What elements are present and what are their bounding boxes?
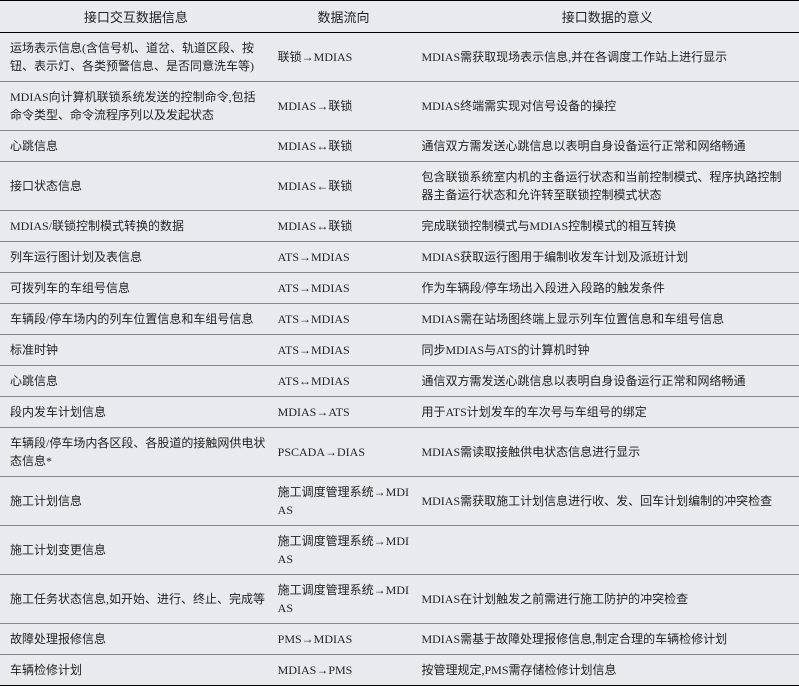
table-header: 接口交互数据信息 数据流向 接口数据的意义 <box>0 1 799 33</box>
table-row: 车辆段/停车场内各区段、各股道的接触网供电状态信息*PSCADA→DIASMDI… <box>0 428 799 477</box>
cell-col-3: 作为车辆段/停车场出入段进入段路的触发条件 <box>415 273 799 304</box>
cell-col-3: MDIAS需获取施工计划信息进行收、发、回车计划编制的冲突检查 <box>415 477 799 526</box>
cell-col-3 <box>415 526 799 575</box>
cell-col-3: MDIAS需获取现场表示信息,并在各调度工作站上进行显示 <box>415 33 799 82</box>
cell-col-2: MDIAS↔联锁 <box>272 211 416 242</box>
cell-col-2: 施工调度管理系统→MDIAS <box>272 526 416 575</box>
cell-col-1: 心跳信息 <box>0 366 272 397</box>
cell-col-1: 可拨列车的车组号信息 <box>0 273 272 304</box>
cell-col-3: 用于ATS计划发车的车次号与车组号的绑定 <box>415 397 799 428</box>
cell-col-3: 通信双方需发送心跳信息以表明自身设备运行正常和网络畅通 <box>415 366 799 397</box>
cell-col-2: 施工调度管理系统→MDIAS <box>272 477 416 526</box>
cell-col-3: MDIAS需基于故障处理报修信息,制定合理的车辆检修计划 <box>415 624 799 655</box>
cell-col-2: PSCADA→DIAS <box>272 428 416 477</box>
table-row: 可拨列车的车组号信息ATS→MDIAS作为车辆段/停车场出入段进入段路的触发条件 <box>0 273 799 304</box>
cell-col-2: 施工调度管理系统→MDIAS <box>272 575 416 624</box>
cell-col-1: 施工计划变更信息 <box>0 526 272 575</box>
table-row: 故障处理报修信息PMS→MDIASMDIAS需基于故障处理报修信息,制定合理的车… <box>0 624 799 655</box>
cell-col-2: MDIAS→ATS <box>272 397 416 428</box>
cell-col-3: 同步MDIAS与ATS的计算机时钟 <box>415 335 799 366</box>
cell-col-3: 通信双方需发送心跳信息以表明自身设备运行正常和网络畅通 <box>415 131 799 162</box>
interface-data-table: 接口交互数据信息 数据流向 接口数据的意义 运场表示信息(含信号机、道岔、轨道区… <box>0 0 799 686</box>
table-row: 列车运行图计划及表信息ATS→MDIASMDIAS获取运行图用于编制收发车计划及… <box>0 242 799 273</box>
cell-col-1: MDIAS/联锁控制模式转换的数据 <box>0 211 272 242</box>
table-row: 车辆检修计划MDIAS→PMS按管理规定,PMS需存储检修计划信息 <box>0 655 799 686</box>
cell-col-1: 故障处理报修信息 <box>0 624 272 655</box>
cell-col-1: 车辆段/停车场内各区段、各股道的接触网供电状态信息* <box>0 428 272 477</box>
cell-col-1: 列车运行图计划及表信息 <box>0 242 272 273</box>
cell-col-3: MDIAS需在站场图终端上显示列车位置信息和车组号信息 <box>415 304 799 335</box>
cell-col-3: 包含联锁系统室内机的主备运行状态和当前控制模式、程序执路控制器主备运行状态和允许… <box>415 162 799 211</box>
data-table-container: 接口交互数据信息 数据流向 接口数据的意义 运场表示信息(含信号机、道岔、轨道区… <box>0 0 799 686</box>
cell-col-2: MDIAS←联锁 <box>272 162 416 211</box>
cell-col-3: MDIAS在计划触发之前需进行施工防护的冲突检查 <box>415 575 799 624</box>
table-row: MDIAS/联锁控制模式转换的数据MDIAS↔联锁完成联锁控制模式与MDIAS控… <box>0 211 799 242</box>
cell-col-2: ATS→MDIAS <box>272 273 416 304</box>
table-row: 心跳信息MDIAS↔联锁通信双方需发送心跳信息以表明自身设备运行正常和网络畅通 <box>0 131 799 162</box>
cell-col-2: ATS→MDIAS <box>272 335 416 366</box>
header-col-3: 接口数据的意义 <box>415 1 799 33</box>
cell-col-2: 联锁→MDIAS <box>272 33 416 82</box>
table-row: 接口状态信息MDIAS←联锁包含联锁系统室内机的主备运行状态和当前控制模式、程序… <box>0 162 799 211</box>
cell-col-1: 车辆检修计划 <box>0 655 272 686</box>
cell-col-3: 按管理规定,PMS需存储检修计划信息 <box>415 655 799 686</box>
cell-col-2: ATS→MDIAS <box>272 304 416 335</box>
table-row: 心跳信息ATS↔MDIAS通信双方需发送心跳信息以表明自身设备运行正常和网络畅通 <box>0 366 799 397</box>
cell-col-2: PMS→MDIAS <box>272 624 416 655</box>
header-col-1: 接口交互数据信息 <box>0 1 272 33</box>
cell-col-2: ATS↔MDIAS <box>272 366 416 397</box>
cell-col-1: 施工任务状态信息,如开始、进行、终止、完成等 <box>0 575 272 624</box>
cell-col-1: 接口状态信息 <box>0 162 272 211</box>
cell-col-3: 完成联锁控制模式与MDIAS控制模式的相互转换 <box>415 211 799 242</box>
header-col-2: 数据流向 <box>272 1 416 33</box>
table-body: 运场表示信息(含信号机、道岔、轨道区段、按钮、表示灯、各类预警信息、是否同意洗车… <box>0 33 799 686</box>
table-row: 施工计划信息施工调度管理系统→MDIASMDIAS需获取施工计划信息进行收、发、… <box>0 477 799 526</box>
cell-col-2: ATS→MDIAS <box>272 242 416 273</box>
table-row: 施工任务状态信息,如开始、进行、终止、完成等施工调度管理系统→MDIASMDIA… <box>0 575 799 624</box>
table-row: 施工计划变更信息施工调度管理系统→MDIAS <box>0 526 799 575</box>
cell-col-2: MDIAS↔联锁 <box>272 131 416 162</box>
cell-col-3: MDIAS终端需实现对信号设备的操控 <box>415 82 799 131</box>
cell-col-3: MDIAS需读取接触供电状态信息进行显示 <box>415 428 799 477</box>
table-row: 车辆段/停车场内的列车位置信息和车组号信息ATS→MDIASMDIAS需在站场图… <box>0 304 799 335</box>
cell-col-2: MDIAS→PMS <box>272 655 416 686</box>
cell-col-1: MDIAS向计算机联锁系统发送的控制命令,包括命令类型、命令流程序列以及发起状态 <box>0 82 272 131</box>
cell-col-1: 心跳信息 <box>0 131 272 162</box>
table-row: 标准时钟ATS→MDIAS同步MDIAS与ATS的计算机时钟 <box>0 335 799 366</box>
cell-col-1: 车辆段/停车场内的列车位置信息和车组号信息 <box>0 304 272 335</box>
cell-col-1: 施工计划信息 <box>0 477 272 526</box>
cell-col-2: MDIAS→联锁 <box>272 82 416 131</box>
cell-col-1: 标准时钟 <box>0 335 272 366</box>
table-row: MDIAS向计算机联锁系统发送的控制命令,包括命令类型、命令流程序列以及发起状态… <box>0 82 799 131</box>
table-row: 段内发车计划信息MDIAS→ATS用于ATS计划发车的车次号与车组号的绑定 <box>0 397 799 428</box>
cell-col-1: 段内发车计划信息 <box>0 397 272 428</box>
table-row: 运场表示信息(含信号机、道岔、轨道区段、按钮、表示灯、各类预警信息、是否同意洗车… <box>0 33 799 82</box>
cell-col-3: MDIAS获取运行图用于编制收发车计划及派班计划 <box>415 242 799 273</box>
cell-col-1: 运场表示信息(含信号机、道岔、轨道区段、按钮、表示灯、各类预警信息、是否同意洗车… <box>0 33 272 82</box>
